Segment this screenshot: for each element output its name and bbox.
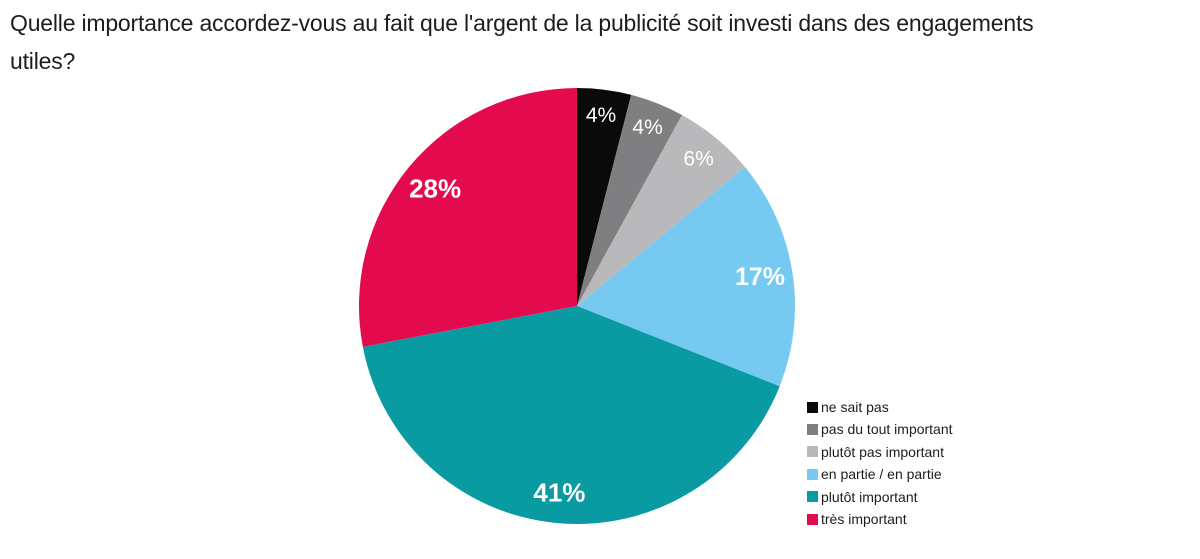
chart-question-title: Quelle importance accordez-vous au fait …: [10, 4, 1034, 80]
pie-slice-value-label-pas-du-tout-important: 4%: [632, 116, 662, 139]
pie-slice-plutot-important: [362, 306, 780, 524]
pie-slice-value-label-plutot-pas-important: 6%: [683, 148, 713, 171]
legend-swatch-icon: [807, 446, 818, 458]
legend-item-ne-sait-pas: ne sait pas: [807, 396, 953, 418]
legend-swatch-icon: [807, 401, 818, 413]
legend-label: plutôt pas important: [821, 443, 944, 460]
legend-label: en partie / en partie: [821, 466, 942, 483]
pie-slice-tres-important: [358, 88, 577, 347]
chart-question-title-line-1: Quelle importance accordez-vous au fait …: [10, 10, 1034, 36]
pie-slice-value-label-ne-sait-pas: 4%: [586, 104, 616, 127]
pie-slice-value-label-tres-important: 28%: [409, 174, 461, 204]
pie-slice-plutot-pas-important: [577, 114, 745, 306]
legend: ne sait pas pas du tout important plutôt p…: [807, 396, 953, 530]
legend-swatch-icon: [807, 513, 818, 525]
pie-slice-en-partie-en-partie: [577, 167, 795, 387]
legend-item-tres-important: très important: [807, 508, 953, 530]
pie-slice-ne-sait-pas: [577, 88, 632, 306]
legend-label: très important: [821, 510, 907, 527]
legend-swatch-icon: [807, 468, 818, 480]
pie-slice-pas-du-tout-important: [577, 94, 683, 306]
legend-item-en-partie-en-partie: en partie / en partie: [807, 463, 953, 485]
legend-item-pas-du-tout-important: pas du tout important: [807, 418, 953, 440]
legend-swatch-icon: [807, 424, 818, 436]
legend-label: plutôt important: [821, 488, 918, 505]
chart-question-title-line-2: utiles?: [10, 48, 76, 74]
pie-slice-value-label-en-partie-en-partie: 17%: [735, 263, 785, 291]
legend-item-plutot-important: plutôt important: [807, 486, 953, 508]
legend-label: pas du tout important: [821, 421, 953, 438]
legend-label: ne sait pas: [821, 399, 889, 415]
pie-slice-value-label-plutot-important: 41%: [533, 478, 585, 508]
legend-item-plutot-pas-important: plutôt pas important: [807, 441, 953, 463]
legend-swatch-icon: [807, 491, 818, 503]
